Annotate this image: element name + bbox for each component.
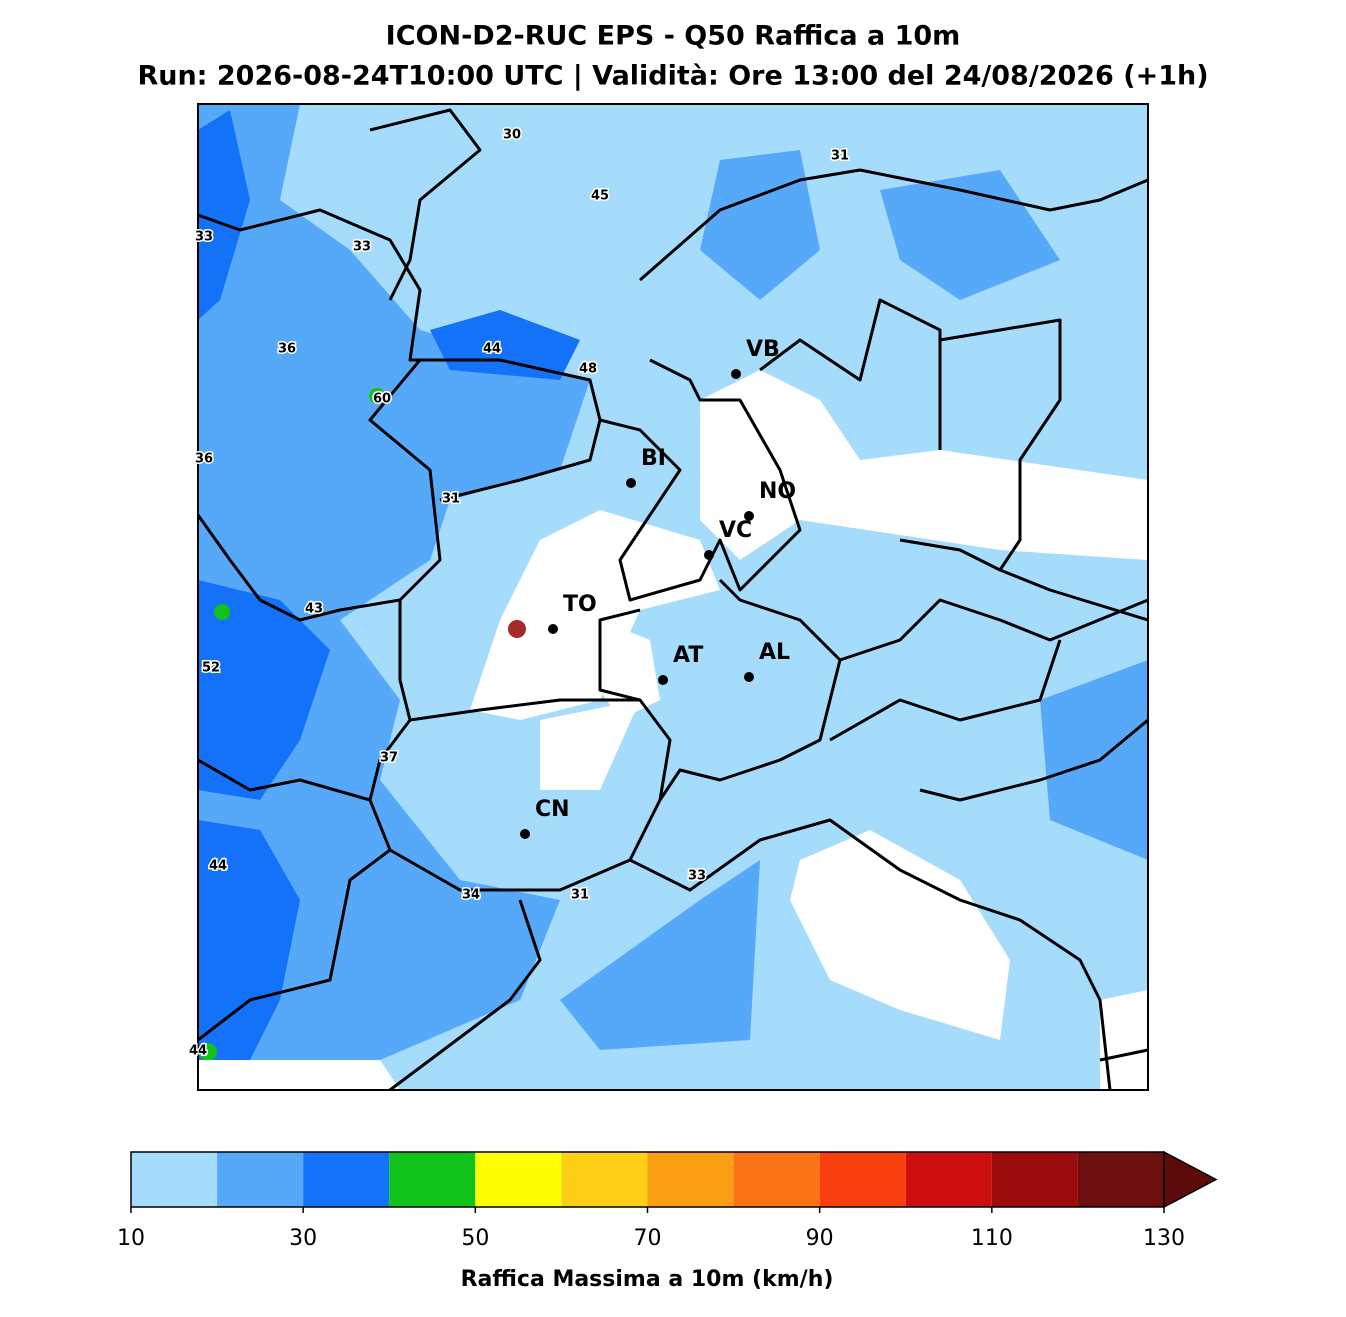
border	[1099, 1048, 1148, 1062]
contour-label: 37	[380, 751, 398, 766]
city-dot	[520, 829, 530, 839]
colorbar-label: Raffica Massima a 10m (km/h)	[461, 1267, 834, 1292]
contour-label: 31	[571, 888, 589, 903]
contour-label: 33	[688, 869, 706, 884]
field-mid	[700, 150, 820, 300]
city-label: TO	[563, 592, 597, 617]
field-dark	[430, 310, 580, 380]
border	[369, 108, 482, 301]
contour-label: 60	[373, 392, 391, 407]
border	[368, 600, 672, 892]
border	[198, 359, 442, 622]
border	[198, 758, 371, 802]
border	[939, 318, 1062, 571]
city-label: AT	[673, 643, 703, 668]
colorbar-bin	[1077, 1152, 1164, 1207]
contour-label: 33	[195, 230, 213, 245]
colorbar-bin	[561, 1152, 648, 1207]
field-green	[369, 388, 385, 404]
contour-label: 45	[591, 189, 609, 204]
city-label: BI	[641, 446, 666, 471]
city-label: CN	[535, 797, 570, 822]
field-low	[1100, 990, 1148, 1090]
colorbar-bin	[905, 1152, 992, 1207]
city-dot	[658, 675, 668, 685]
contour-label: 43	[305, 602, 323, 617]
colorbar-bin	[819, 1152, 906, 1207]
colorbar-bin	[389, 1152, 476, 1207]
field-dark	[198, 110, 250, 320]
colorbar-tick-label: 90	[806, 1226, 834, 1251]
border	[658, 578, 842, 801]
colorbar-extend	[1163, 1150, 1218, 1209]
field-green	[214, 604, 230, 620]
border	[919, 718, 1148, 802]
field-mid	[198, 104, 590, 1090]
contour-label: 33	[353, 240, 371, 255]
map-field	[198, 104, 1148, 1090]
contour-label: 31	[442, 492, 460, 507]
border	[629, 818, 1112, 1090]
field-low	[700, 370, 1148, 560]
contour-label: 44	[209, 859, 227, 874]
field-mid	[1040, 660, 1148, 860]
border	[198, 848, 391, 1042]
border	[839, 598, 1148, 662]
colorbar-bin	[475, 1152, 562, 1207]
subtitle: Run: 2026-08-24T10:00 UTC | Validità: Or…	[137, 61, 1208, 92]
border	[198, 208, 802, 602]
contour-label: 30	[503, 128, 521, 143]
contour-label: 34	[462, 888, 480, 903]
city-label: NO	[759, 479, 796, 504]
contour-label: 31	[831, 149, 849, 164]
field-mid	[560, 860, 760, 1050]
city-dot	[744, 511, 754, 521]
city-label: AL	[759, 640, 790, 665]
field-low	[198, 1060, 400, 1090]
colorbar-bin	[131, 1152, 218, 1207]
city-label: VB	[746, 337, 780, 362]
contour-label: 36	[195, 452, 213, 467]
colorbar-bin	[991, 1152, 1078, 1207]
title: ICON-D2-RUC EPS - Q50 Raffica a 10m	[386, 21, 961, 52]
field-dark	[198, 580, 330, 800]
colorbar-tick-label: 70	[634, 1226, 662, 1251]
field-low	[470, 510, 720, 720]
colorbar-tick-label: 30	[289, 1226, 317, 1251]
city-dot	[626, 478, 636, 488]
colorbar-bin	[647, 1152, 734, 1207]
contour-label: 52	[202, 661, 220, 676]
colorbar-bin	[303, 1152, 390, 1207]
border	[639, 168, 1148, 282]
field-green	[199, 1043, 217, 1061]
location-marker	[508, 620, 526, 638]
field-dark	[198, 820, 300, 1060]
colorbar-bin	[733, 1152, 820, 1207]
border	[829, 639, 1062, 742]
contour-label: 44	[483, 342, 501, 357]
field-low	[790, 830, 1010, 1040]
border	[759, 298, 942, 450]
colorbar-tick-label: 110	[971, 1226, 1013, 1251]
city-dot	[704, 550, 714, 560]
colorbar-bin	[217, 1152, 304, 1207]
border	[439, 419, 602, 502]
border	[389, 899, 542, 1090]
colorbar-tick-label: 130	[1143, 1226, 1185, 1251]
city-dot	[731, 369, 741, 379]
city-label: VC	[719, 518, 752, 543]
city-dot	[548, 624, 558, 634]
contour-label: 44	[189, 1044, 207, 1059]
city-dot	[744, 672, 754, 682]
border	[409, 698, 640, 722]
contour-label: 36	[278, 342, 296, 357]
colorbar-tick-label: 50	[461, 1226, 489, 1251]
map-frame	[197, 103, 1149, 1091]
field-low	[540, 700, 640, 790]
colorbar-tick-label: 10	[117, 1226, 145, 1251]
contour-label: 48	[579, 362, 597, 377]
